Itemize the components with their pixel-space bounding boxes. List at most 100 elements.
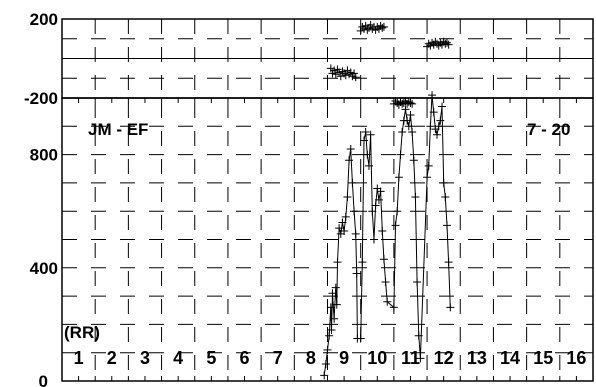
bottom-data-point (434, 122, 443, 131)
bottom-y-tick-label: 800 (30, 146, 58, 165)
bottom-data-point (442, 221, 451, 230)
top-data-point (331, 70, 340, 79)
bottom-data-point (332, 300, 341, 309)
bottom-data-point (446, 303, 455, 312)
top-data-point (428, 38, 437, 47)
top-data-point (431, 37, 440, 46)
bottom-data-point (389, 303, 398, 312)
top-data-point (358, 22, 367, 31)
top-data-point (346, 68, 355, 77)
x-day-label: 10 (367, 348, 387, 368)
top-data-point (439, 37, 448, 46)
top-data-point (406, 98, 415, 107)
bottom-data-point (320, 371, 329, 380)
x-day-label: 3 (140, 348, 150, 368)
bottom-data-point (348, 178, 357, 187)
top-data-point (379, 22, 388, 31)
bottom-data-point (408, 127, 417, 136)
bottom-data-point (363, 150, 372, 159)
bottom-data-point (428, 91, 437, 100)
bottom-data-point (423, 173, 432, 182)
bottom-data-point (376, 187, 385, 196)
top-data-point (338, 67, 347, 76)
top-data-point (341, 71, 350, 80)
bottom-data-point (394, 173, 403, 182)
top-data-point (363, 25, 372, 34)
top-data-point (335, 68, 344, 77)
x-day-label: 9 (339, 348, 349, 368)
top-data-point (351, 73, 360, 82)
bottom-data-point (413, 277, 422, 286)
top-data-point (376, 21, 385, 30)
bottom-data-point (433, 130, 442, 139)
top-data-point (361, 21, 370, 30)
annotation-title-right: 7 - 20 (527, 120, 570, 139)
bottom-data-point (341, 212, 350, 221)
x-day-label: 6 (240, 348, 250, 368)
top-y-tick-label: 200 (30, 10, 58, 29)
bottom-data-point (424, 161, 433, 170)
x-day-label: 16 (566, 348, 586, 368)
top-data-point (366, 20, 375, 29)
bottom-data-point (328, 289, 337, 298)
top-data-point (391, 96, 400, 105)
bottom-data-point (340, 227, 349, 236)
x-day-label: 11 (401, 348, 420, 368)
bottom-data-point (393, 207, 402, 216)
x-day-label: 14 (500, 348, 520, 368)
top-data-point (408, 99, 417, 108)
x-day-label: 13 (467, 348, 487, 368)
top-data-point (345, 70, 354, 79)
bottom-series-line (323, 95, 451, 376)
bottom-data-point (330, 314, 339, 323)
top-data-point (442, 38, 451, 47)
top-data-point (378, 23, 387, 32)
top-data-point (404, 97, 413, 106)
bottom-data-point (429, 108, 438, 117)
bottom-data-point (439, 178, 448, 187)
top-data-point (326, 64, 335, 73)
bottom-data-point (379, 255, 388, 264)
bottom-data-point (350, 207, 359, 216)
x-day-label: 15 (533, 348, 553, 368)
bottom-data-point (378, 227, 387, 236)
bottom-data-point (444, 258, 453, 267)
bottom-data-point (345, 156, 354, 165)
x-day-label: 4 (173, 348, 183, 368)
bottom-data-point (383, 297, 392, 306)
bottom-data-point (358, 258, 367, 267)
bottom-data-point (381, 277, 390, 286)
bottom-data-point (437, 102, 446, 111)
x-day-label: 12 (434, 348, 454, 368)
top-data-point (424, 39, 433, 48)
bottom-data-point (409, 156, 418, 165)
bottom-data-point (441, 193, 450, 202)
bottom-data-point (360, 136, 369, 145)
bottom-data-point (327, 326, 336, 335)
x-day-label: 7 (273, 348, 283, 368)
bottom-data-point (403, 116, 412, 125)
bottom-data-point (371, 201, 380, 210)
bottom-data-point (331, 283, 340, 292)
bottom-data-point (338, 218, 347, 227)
top-y-tick-label: -200 (24, 89, 58, 108)
bottom-data-point (343, 193, 352, 202)
bottom-y-tick-label: 400 (30, 259, 58, 278)
bottom-data-point (406, 110, 415, 119)
bottom-data-point (325, 331, 334, 340)
bottom-data-point (366, 130, 375, 139)
bottom-data-point (398, 127, 407, 136)
bottom-y-tick-label: 0 (39, 372, 48, 387)
bottom-data-point (346, 144, 355, 153)
bottom-data-point (368, 207, 377, 216)
top-data-point (441, 39, 450, 48)
bottom-data-point (416, 354, 425, 363)
bottom-data-point (364, 161, 373, 170)
bottom-data-point (352, 269, 361, 278)
top-data-point (396, 97, 405, 106)
bottom-data-point (326, 303, 335, 312)
bottom-data-point (361, 127, 370, 136)
bottom-data-point (396, 150, 405, 159)
bottom-data-point (426, 122, 435, 131)
